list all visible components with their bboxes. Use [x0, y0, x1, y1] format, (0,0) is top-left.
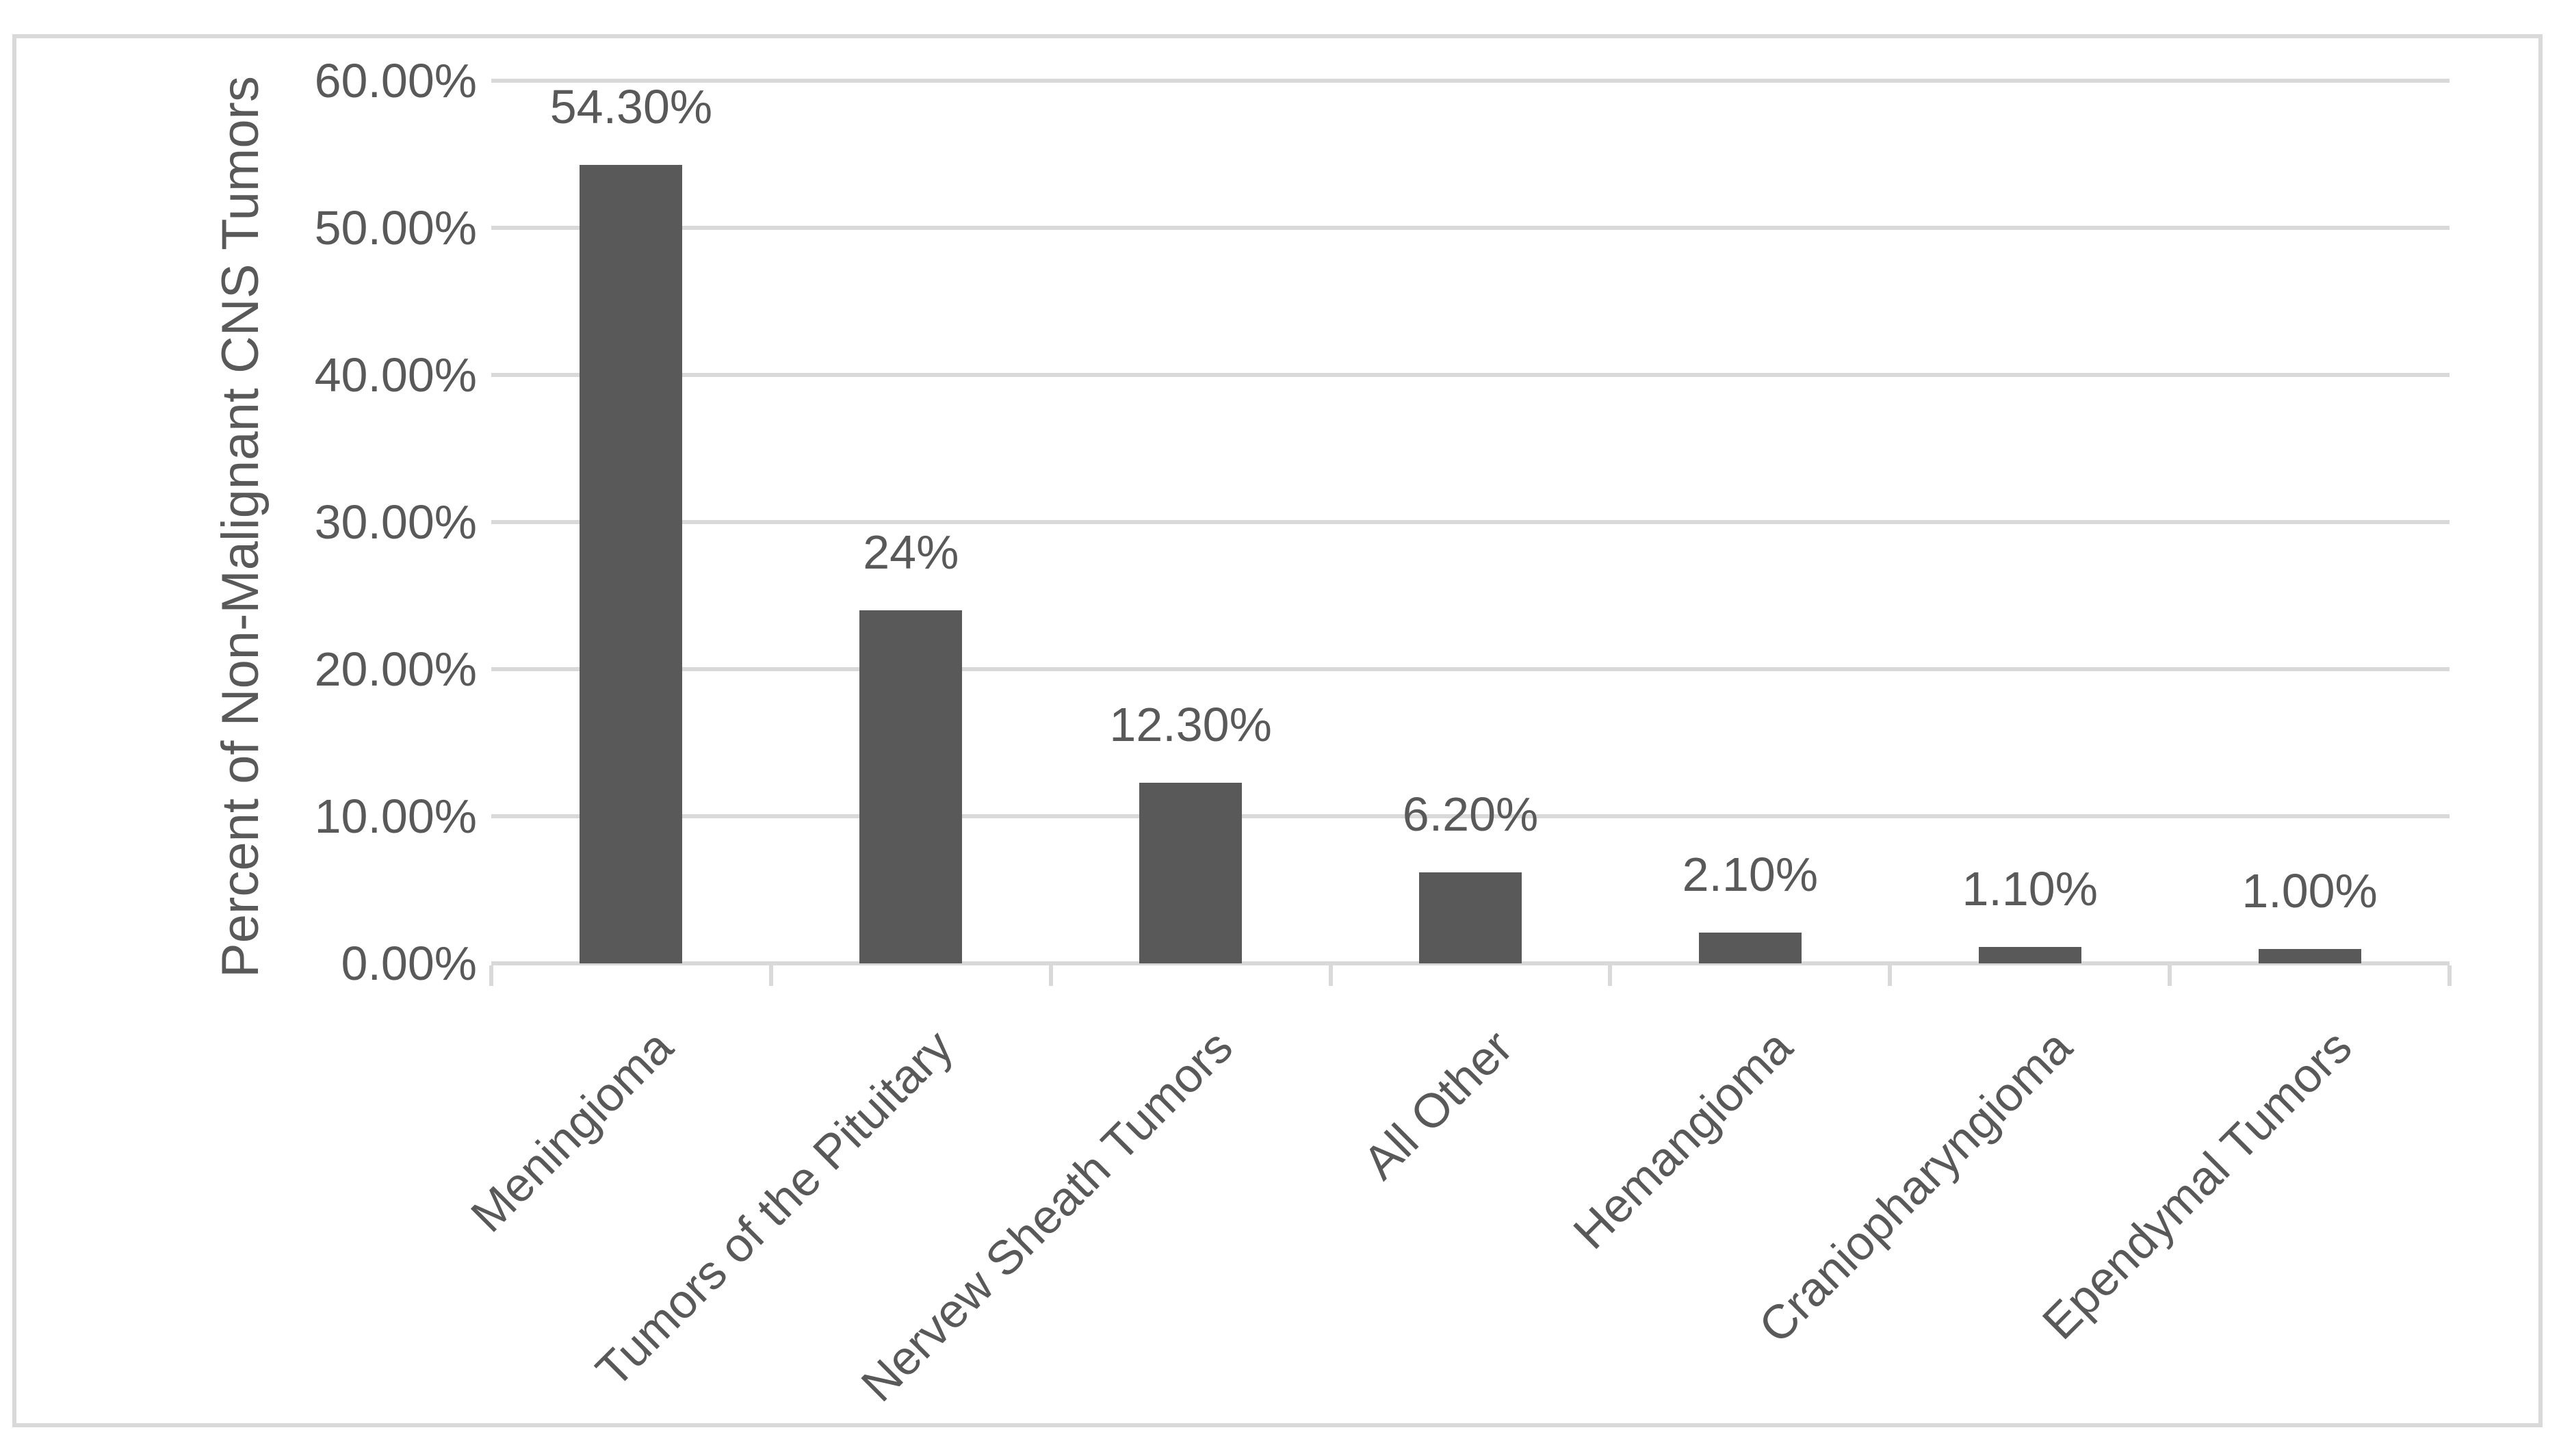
gridline — [491, 226, 2450, 230]
y-tick-label: 0.00% — [341, 937, 477, 990]
axis-tick — [1888, 965, 1893, 986]
gridline — [491, 373, 2450, 377]
bar — [1139, 782, 1243, 963]
gridline — [491, 79, 2450, 83]
axis-tick — [489, 965, 493, 986]
axis-tick — [768, 965, 773, 986]
category-label: Ependymal Tumors — [2031, 1019, 2362, 1350]
bar — [1698, 932, 1802, 963]
bar — [2258, 948, 2361, 963]
category-label: Meningioma — [460, 1019, 684, 1243]
bar — [580, 164, 683, 963]
gridline — [491, 520, 2450, 524]
axis-tick — [1608, 965, 1613, 986]
y-tick-label: 60.00% — [314, 54, 477, 107]
y-tick-label: 40.00% — [314, 348, 477, 402]
category-label: All Other — [1353, 1019, 1522, 1190]
bar-value-label: 6.20% — [1402, 787, 1539, 841]
gridline — [491, 667, 2450, 671]
axis-tick — [1328, 965, 1333, 986]
y-tick-label: 50.00% — [314, 201, 477, 255]
bar-value-label: 24% — [863, 525, 959, 579]
y-tick-label: 20.00% — [314, 642, 477, 696]
chart-frame — [12, 34, 2543, 1427]
bar-value-label: 2.10% — [1682, 847, 1819, 901]
axis-tick — [2168, 965, 2172, 986]
bar-value-label: 1.00% — [2242, 863, 2378, 918]
y-tick-label: 30.00% — [314, 495, 477, 549]
bar — [859, 610, 963, 963]
bar-value-label: 1.10% — [1962, 862, 2098, 916]
bar — [1419, 872, 1522, 963]
gridline — [491, 814, 2450, 818]
axis-tick — [2447, 965, 2452, 986]
x-axis-line — [491, 961, 2450, 965]
axis-tick — [1048, 965, 1053, 986]
y-tick-label: 10.00% — [314, 790, 477, 843]
bar-value-label: 54.30% — [549, 79, 713, 133]
bar — [1978, 947, 2081, 963]
category-label: Hemangioma — [1563, 1019, 1802, 1260]
category-label: Craniopharyngioma — [1748, 1019, 2082, 1353]
bar-value-label: 12.30% — [1109, 697, 1272, 751]
